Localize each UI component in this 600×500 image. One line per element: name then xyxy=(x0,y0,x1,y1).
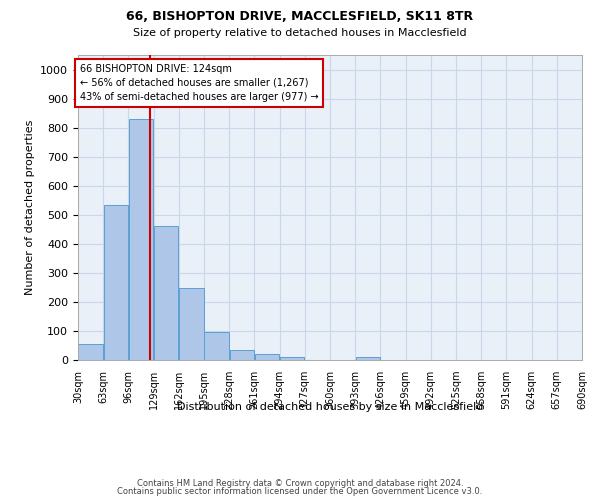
Bar xyxy=(154,226,178,360)
Bar xyxy=(205,332,229,360)
Text: Contains HM Land Registry data © Crown copyright and database right 2024.: Contains HM Land Registry data © Crown c… xyxy=(137,478,463,488)
Bar xyxy=(79,344,103,360)
Bar xyxy=(280,357,304,360)
Text: 66 BISHOPTON DRIVE: 124sqm
← 56% of detached houses are smaller (1,267)
43% of s: 66 BISHOPTON DRIVE: 124sqm ← 56% of deta… xyxy=(80,64,318,102)
Bar xyxy=(104,204,128,360)
Text: Contains public sector information licensed under the Open Government Licence v3: Contains public sector information licen… xyxy=(118,487,482,496)
Bar xyxy=(255,354,279,360)
Bar xyxy=(230,350,254,360)
Bar xyxy=(129,119,153,360)
Y-axis label: Number of detached properties: Number of detached properties xyxy=(25,120,35,295)
Text: Size of property relative to detached houses in Macclesfield: Size of property relative to detached ho… xyxy=(133,28,467,38)
Text: Distribution of detached houses by size in Macclesfield: Distribution of detached houses by size … xyxy=(177,402,483,412)
Bar xyxy=(179,288,203,360)
Text: 66, BISHOPTON DRIVE, MACCLESFIELD, SK11 8TR: 66, BISHOPTON DRIVE, MACCLESFIELD, SK11 … xyxy=(127,10,473,23)
Bar xyxy=(356,357,380,360)
